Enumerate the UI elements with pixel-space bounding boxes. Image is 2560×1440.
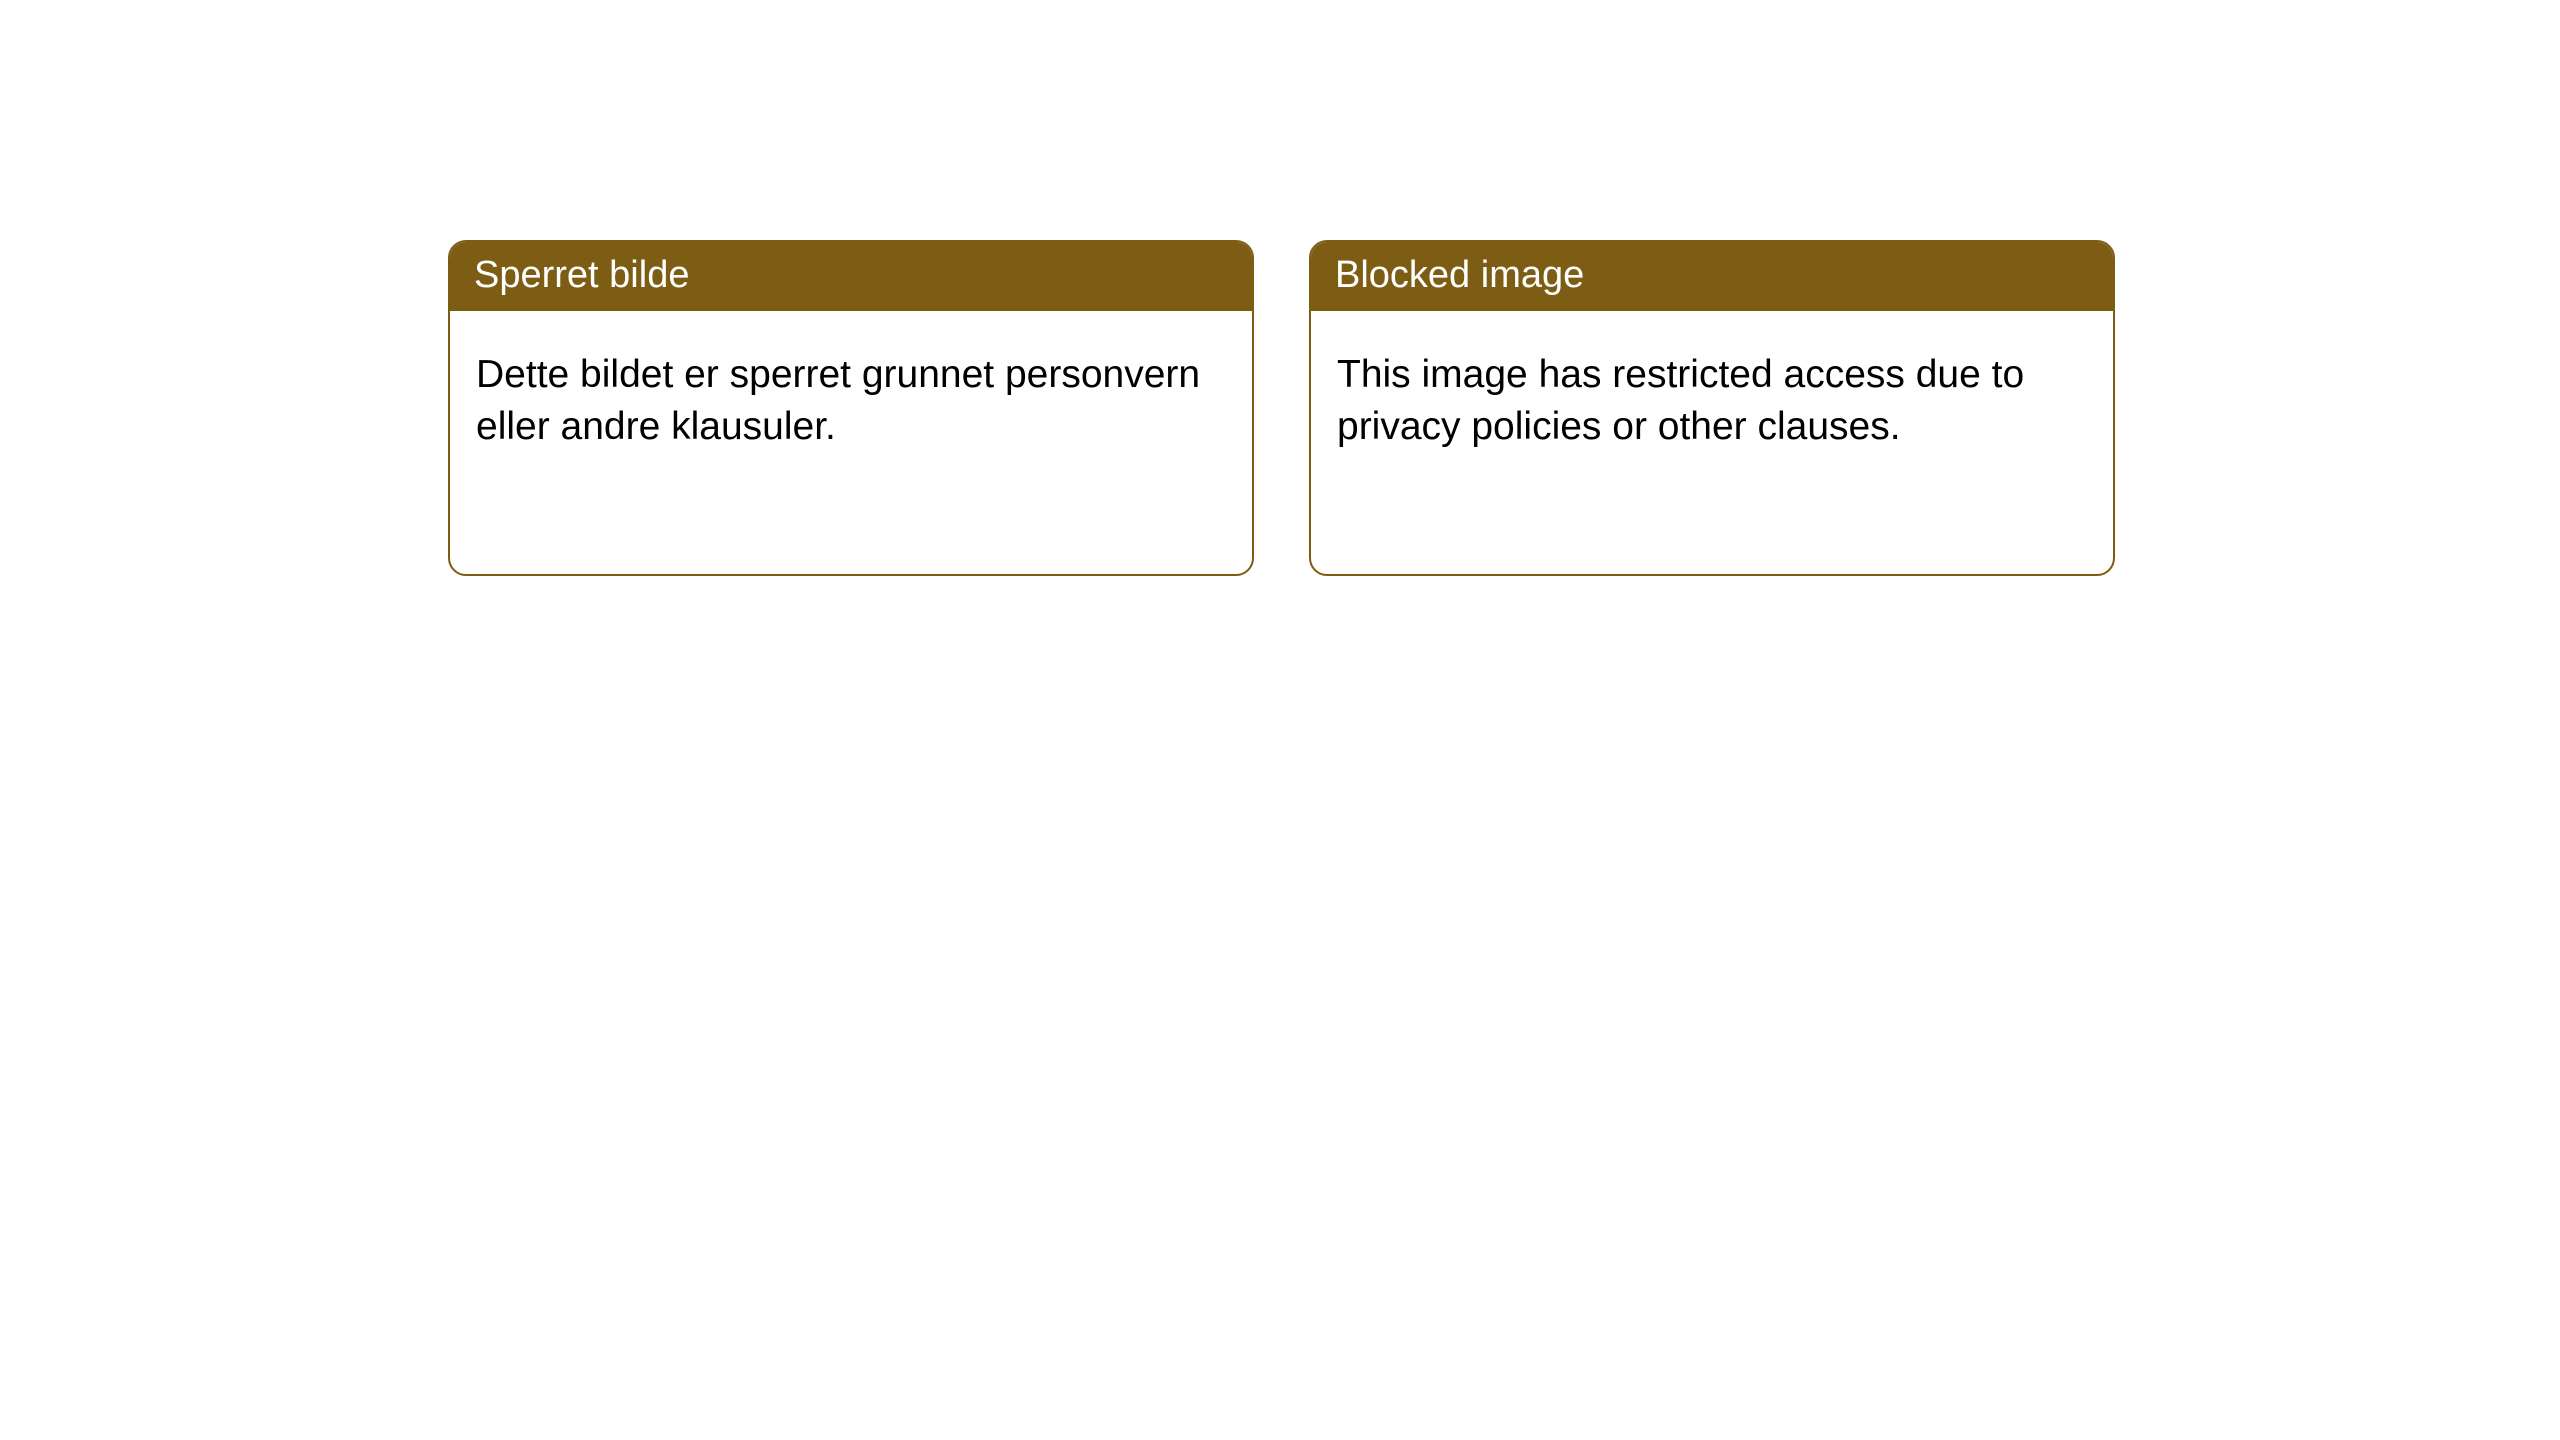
card-header: Blocked image	[1311, 242, 2113, 311]
card-body: Dette bildet er sperret grunnet personve…	[450, 311, 1252, 490]
blocked-image-card-no: Sperret bilde Dette bildet er sperret gr…	[448, 240, 1254, 576]
card-body: This image has restricted access due to …	[1311, 311, 2113, 490]
card-message: This image has restricted access due to …	[1337, 353, 2024, 447]
blocked-image-card-en: Blocked image This image has restricted …	[1309, 240, 2115, 576]
card-title: Blocked image	[1335, 254, 1584, 296]
card-title: Sperret bilde	[474, 254, 689, 296]
card-header: Sperret bilde	[450, 242, 1252, 311]
card-message: Dette bildet er sperret grunnet personve…	[476, 353, 1200, 447]
cards-container: Sperret bilde Dette bildet er sperret gr…	[0, 0, 2560, 576]
